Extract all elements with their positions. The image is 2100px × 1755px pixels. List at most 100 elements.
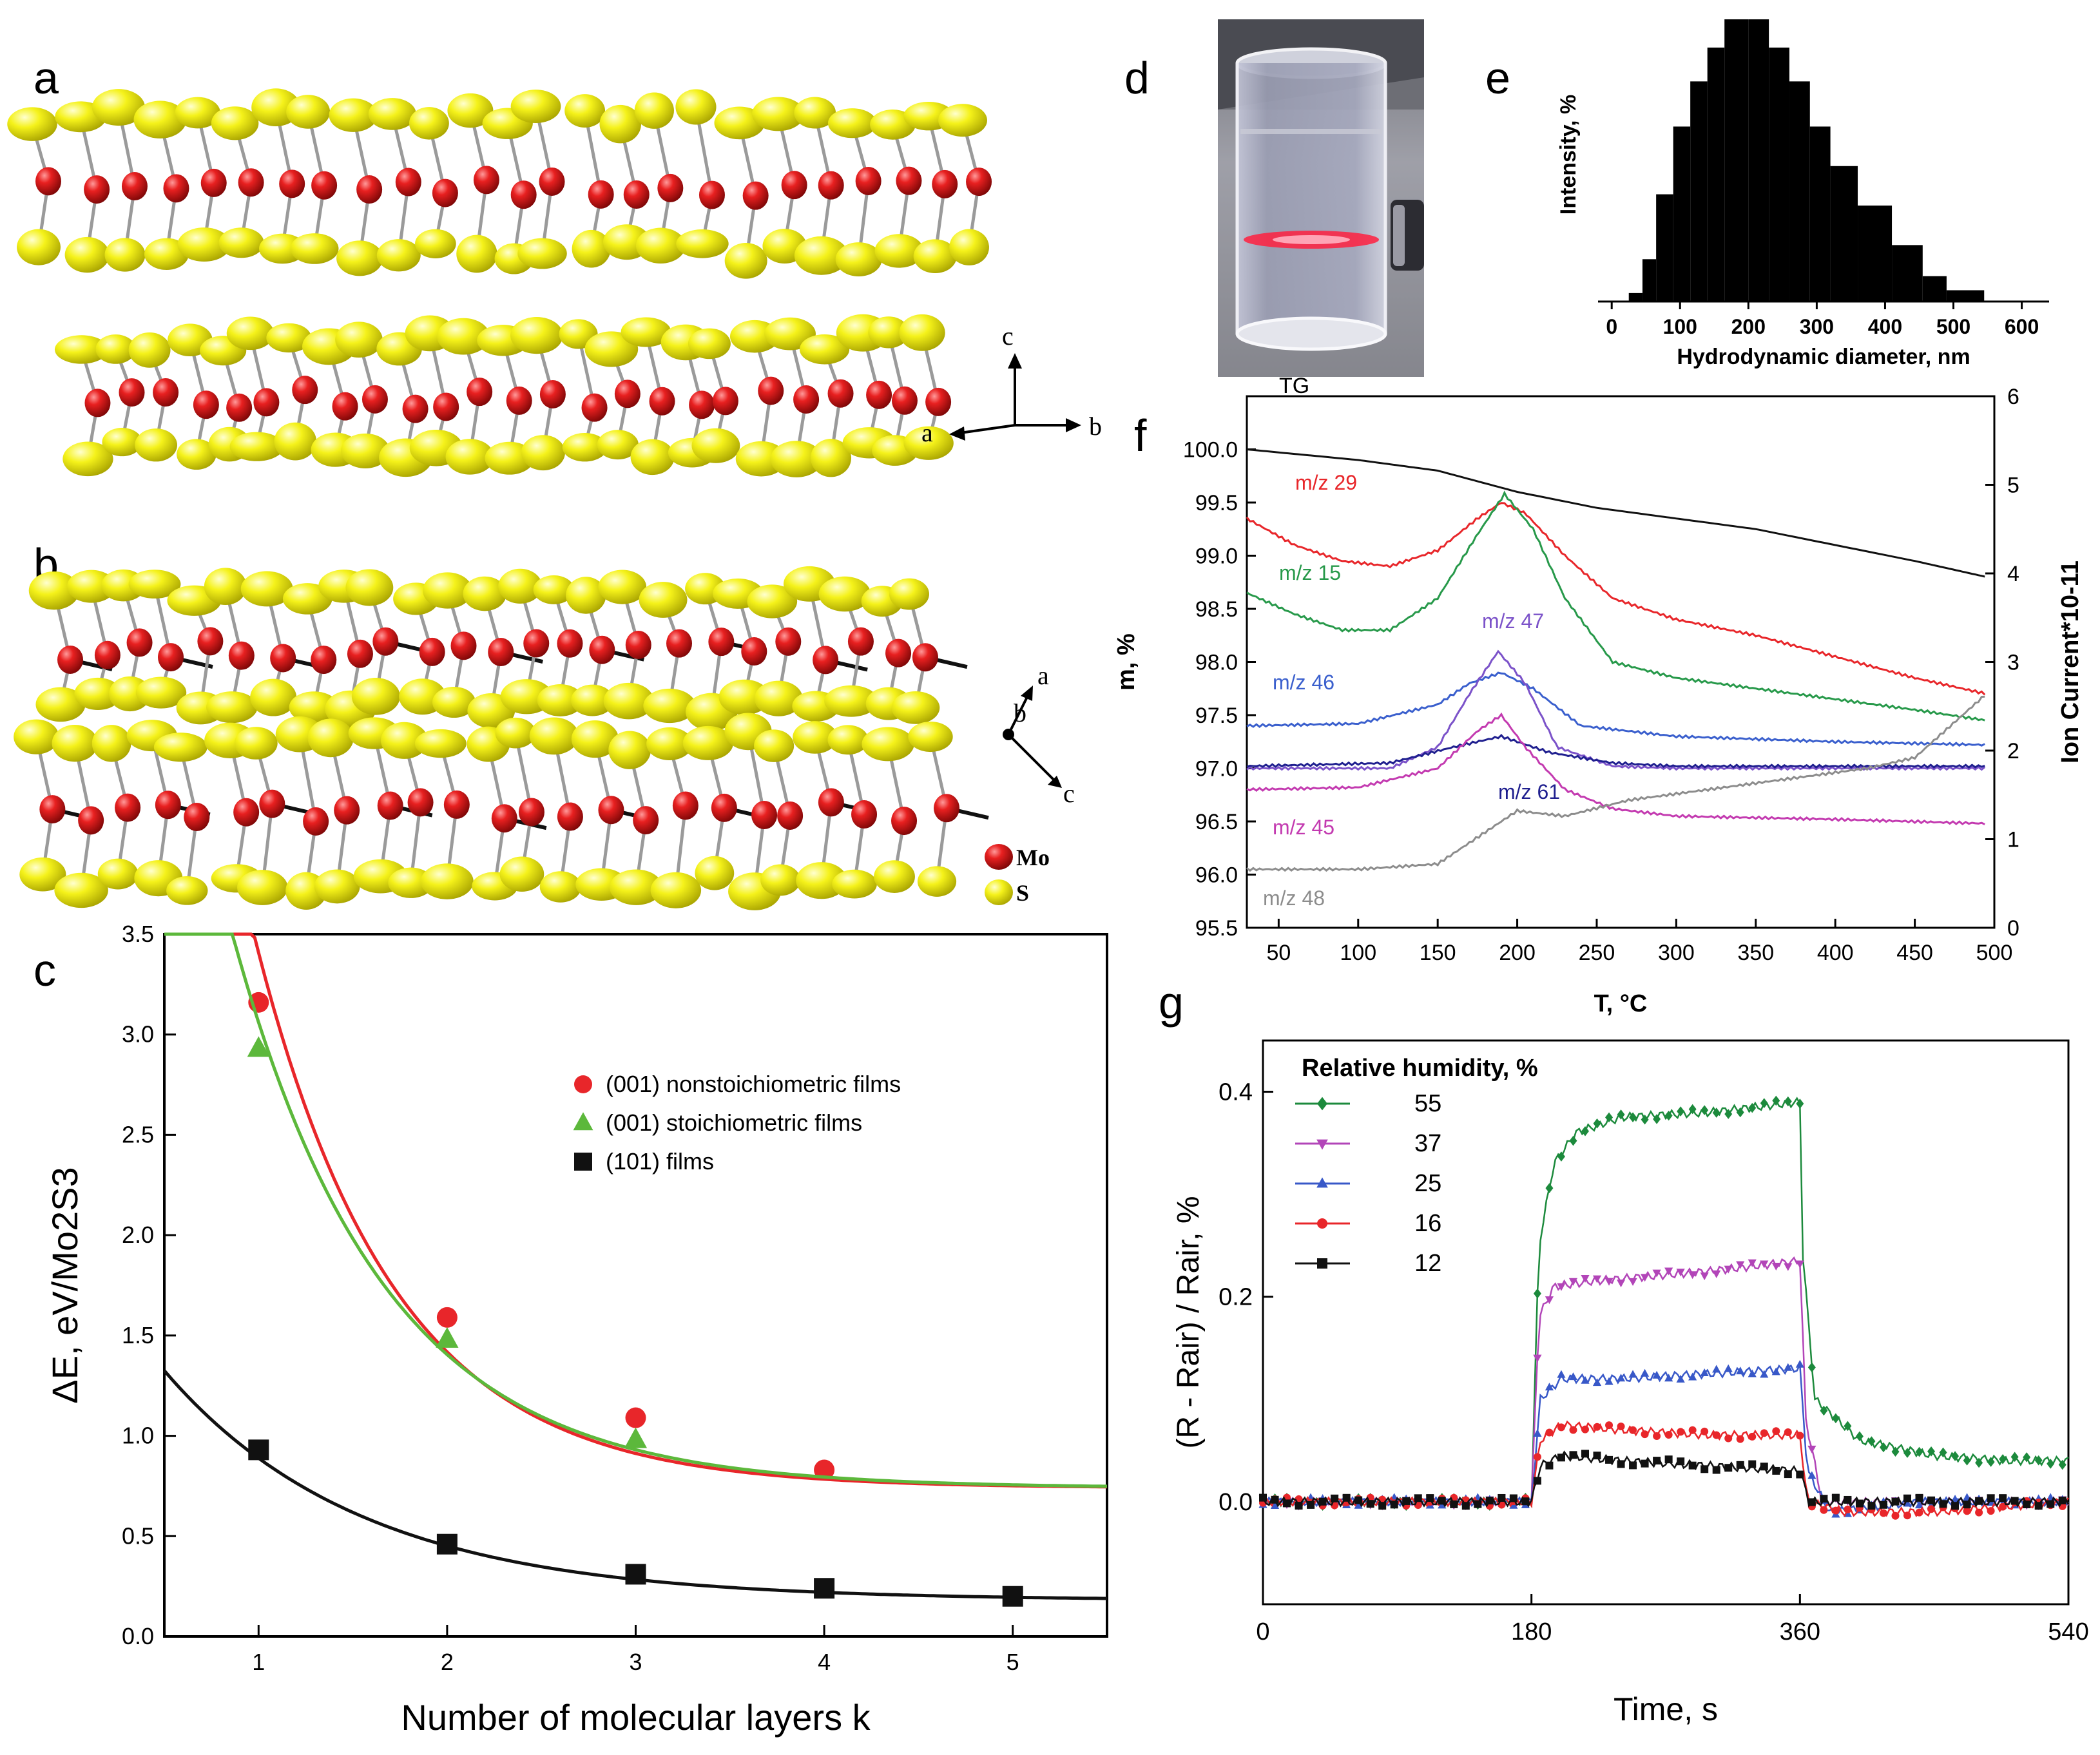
y-tick-label: 0.4 [1219,1079,1253,1106]
molybdenum-atom [557,802,583,831]
series-marker [1879,1501,1887,1509]
series-marker [1914,1501,1924,1509]
sulfur-atom [608,731,651,769]
series-marker [1700,1465,1709,1473]
molybdenum-atom [539,167,565,196]
histogram-bar [1707,47,1725,302]
molybdenum-atom [741,637,767,666]
molybdenum-atom [581,393,608,422]
molybdenum-atom [813,646,839,675]
data-point [624,1427,648,1448]
sulfur-atom [621,317,671,347]
molybdenum-atom [891,807,918,836]
series-marker [1533,1477,1541,1485]
molybdenum-atom [672,791,698,820]
molybdenum-atom [539,379,566,408]
molybdenum-atom [84,175,110,204]
series-marker [1414,1494,1422,1502]
sulfur-atom [646,727,693,760]
sulfur-atom [211,106,259,140]
sulfur-atom [335,321,383,358]
molybdenum-atom [885,638,912,667]
sulfur-atom [598,570,647,604]
series-marker [1545,1296,1554,1305]
plot-frame [1246,395,1996,929]
legend-marker [574,1075,592,1093]
data-point [814,1578,835,1599]
molybdenum-atom [467,378,493,407]
x-tick-label: 1 [252,1649,265,1675]
histogram-bar [1809,126,1831,302]
series-marker [1641,1459,1649,1468]
x-tick-label: 100 [1340,941,1376,965]
series-marker [1748,1460,1757,1468]
series-marker [2034,1502,2043,1510]
y-tick-label: 3.0 [122,1021,154,1048]
histogram-bar [1690,81,1708,302]
sulfur-atom [329,98,378,132]
series-marker [1653,1457,1661,1465]
legend-marker [574,1153,592,1171]
sulfur-atom [643,688,696,724]
series-marker [1784,1096,1792,1107]
panel-label-d: d [1124,53,1150,103]
series-marker [1498,1493,1506,1502]
series-marker [1820,1405,1828,1416]
series-marker [1271,1495,1279,1504]
series-marker [1629,1426,1637,1434]
y-tick-label: 96.0 [1195,863,1238,888]
axis-b-c-label: c [1063,779,1075,808]
molybdenum-atom [689,390,715,419]
series-marker [2010,1452,2019,1462]
series-marker [1807,1362,1816,1373]
molybdenum-atom [402,394,429,423]
y-tick-label: 0.0 [122,1623,154,1649]
sulfur-atom [92,89,146,126]
histogram-bar [1628,292,1642,302]
panel-label-e: e [1485,53,1510,103]
molybdenum-atom [708,628,735,657]
sulfur-atom [564,94,606,128]
legend-mo-marker [985,844,1013,870]
fit-curve-1 [164,932,1107,1488]
x-axis-label: Time, s [1614,1691,1718,1727]
sulfur-atom [827,108,877,139]
sulfur-atom [754,680,803,716]
sulfur-atom [635,227,686,264]
sulfur-atom [597,430,639,460]
series-marker [1999,1502,2007,1511]
sulfur-atom [423,572,472,609]
series-line-3 [1246,671,1985,747]
molybdenum-atom [657,173,684,202]
series-marker [1963,1455,1971,1466]
molybdenum-atom [742,181,769,210]
series-marker [1736,1461,1744,1469]
series-marker [2058,1459,2066,1470]
atom-legend: Mo S [985,844,1050,906]
legend-marker [1316,1177,1328,1188]
sulfur-atom [688,328,731,360]
y-tick-label: 97.0 [1195,757,1238,782]
series-marker [1509,1494,1517,1502]
y2-tick-label: 0 [2007,916,2019,941]
sulfur-atom [266,323,312,353]
series-marker [1700,1368,1709,1376]
sulfur-atom [240,571,293,607]
series-marker [1748,1432,1757,1441]
series-marker [1807,1471,1816,1479]
series-marker [1712,1431,1720,1439]
sulfur-atom [603,682,654,720]
sulfur-atom [437,318,490,355]
molybdenum-atom [184,803,210,832]
data-point [436,1307,458,1328]
x-tick-label: 450 [1896,941,1933,965]
legend-label: 25 [1414,1170,1441,1197]
series-marker [1533,1453,1541,1461]
axis-b-b-label: b [1014,698,1026,727]
series-marker [1604,1278,1614,1286]
series-marker [1831,1493,1840,1502]
sulfur-atom [499,856,544,892]
y2-tick-label: 5 [2007,474,2019,498]
sulfur-atom [274,422,317,461]
sulfur-atom [639,582,688,618]
